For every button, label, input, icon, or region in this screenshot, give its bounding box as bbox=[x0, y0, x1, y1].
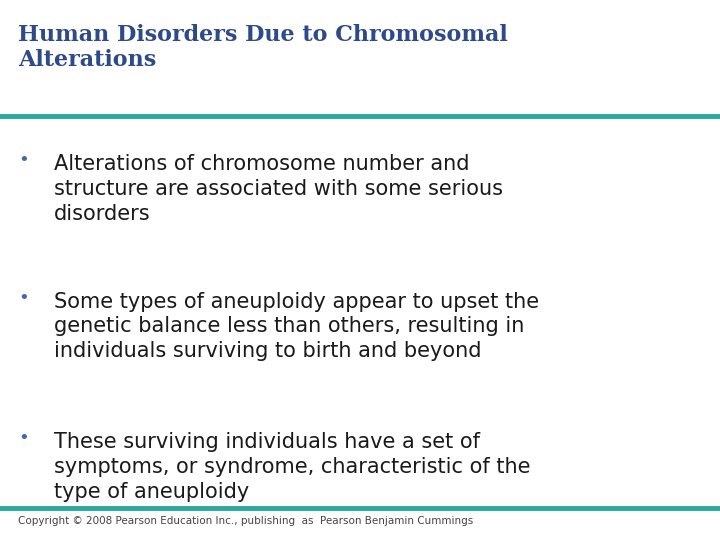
Text: Human Disorders Due to Chromosomal
Alterations: Human Disorders Due to Chromosomal Alter… bbox=[18, 24, 508, 71]
Text: •: • bbox=[18, 151, 29, 169]
Text: These surviving individuals have a set of
symptoms, or syndrome, characteristic : These surviving individuals have a set o… bbox=[54, 432, 531, 502]
Text: Some types of aneuploidy appear to upset the
genetic balance less than others, r: Some types of aneuploidy appear to upset… bbox=[54, 292, 539, 361]
Text: •: • bbox=[18, 429, 29, 447]
Text: •: • bbox=[18, 289, 29, 307]
Text: Copyright © 2008 Pearson Education Inc., publishing  as  Pearson Benjamin Cummin: Copyright © 2008 Pearson Education Inc.,… bbox=[18, 516, 473, 526]
Text: Alterations of chromosome number and
structure are associated with some serious
: Alterations of chromosome number and str… bbox=[54, 154, 503, 224]
